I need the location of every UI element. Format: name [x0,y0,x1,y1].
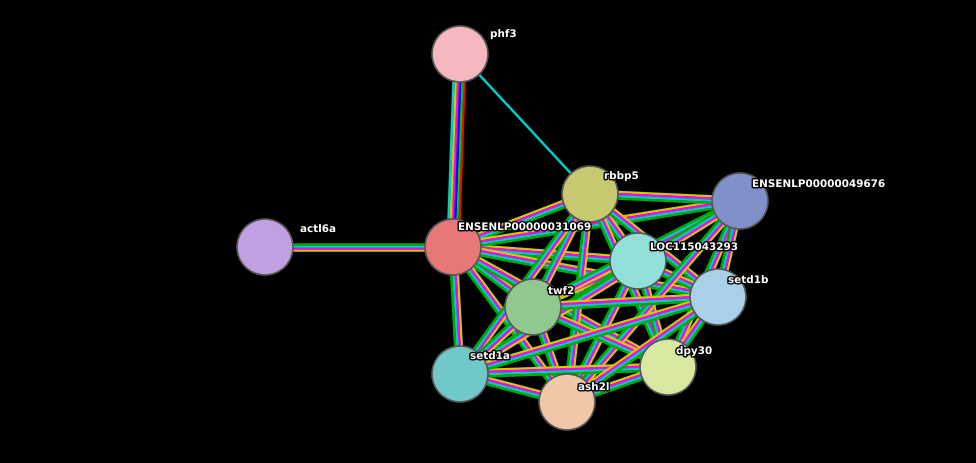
Text: setd1b: setd1b [728,275,768,285]
Circle shape [562,167,618,223]
Text: ENSENLP00000031069: ENSENLP00000031069 [458,223,591,232]
Circle shape [712,174,768,230]
Text: LOC115043293: LOC115043293 [650,243,738,252]
Text: rbbp5: rbbp5 [604,172,639,181]
Circle shape [432,27,488,83]
Text: phf3: phf3 [490,30,516,40]
Circle shape [640,339,696,395]
Circle shape [425,219,481,275]
Text: actl6a: actl6a [300,225,337,234]
Circle shape [237,219,293,275]
Circle shape [610,233,666,289]
Text: ash2l: ash2l [578,382,609,392]
Text: setd1a: setd1a [470,351,510,361]
Circle shape [505,279,561,335]
Text: ENSENLP00000049676: ENSENLP00000049676 [752,180,885,189]
Circle shape [690,269,746,325]
Text: twf2: twf2 [548,287,575,296]
Text: dpy30: dpy30 [676,346,712,356]
Circle shape [432,346,488,402]
Circle shape [539,374,595,430]
